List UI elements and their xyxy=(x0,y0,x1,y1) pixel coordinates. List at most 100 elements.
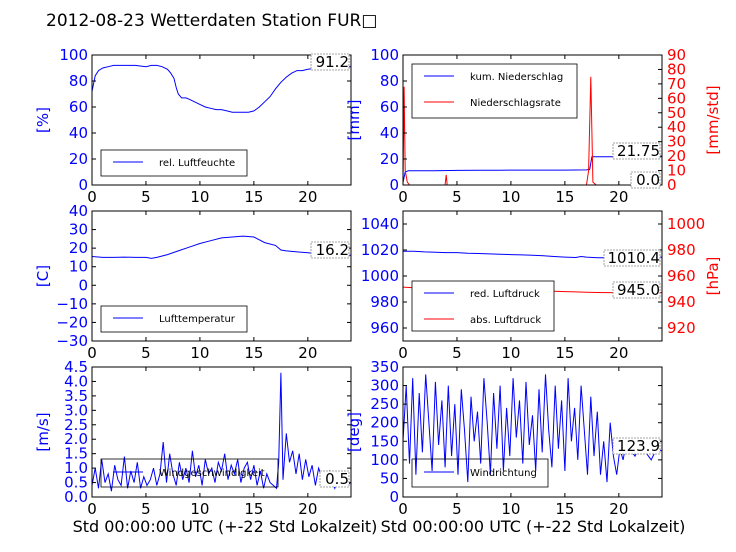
humidity-ytick-label: 100 xyxy=(59,46,88,64)
windspeed-ytick-label: 1.0 xyxy=(64,459,88,477)
panel-precip: 0 5 10 15 200204060801000102030405060708090[… xyxy=(345,46,722,206)
pressure-xtick-label: 15 xyxy=(555,344,574,362)
precip-ytick-label: 20 xyxy=(380,150,399,168)
humidity-ytick-label: 40 xyxy=(69,124,88,142)
pressure-legend-label-1: abs. Luftdruck xyxy=(470,315,541,326)
windspeed-xtick-label: 10 xyxy=(190,500,209,518)
winddir-ytick-label: 300 xyxy=(370,377,399,395)
windspeed-legend-box xyxy=(100,458,279,488)
precip-ytick2-label: 40 xyxy=(667,118,686,136)
windspeed-annotation-box xyxy=(319,470,350,488)
temperature-series-line-0 xyxy=(92,235,351,259)
pressure-legend-box xyxy=(411,280,555,332)
precip-xtick-label: 20 xyxy=(609,188,628,206)
pressure-ytick2-label: 940 xyxy=(667,293,696,311)
winddir-ytick-label: 50 xyxy=(380,469,399,487)
windspeed-ytick-label: 0.5 xyxy=(64,474,88,492)
humidity-annotation: 91.2 xyxy=(316,53,349,71)
winddir-xtick-label: 15 xyxy=(555,500,574,518)
pressure-legend-label-0: red. Luftdruck xyxy=(470,289,540,300)
precip-ytick2-label: 90 xyxy=(667,46,686,64)
windspeed-legend: Windgeschwindigkeit xyxy=(100,458,279,488)
panel-windspeed: 0 5 10 15 200.00.51.01.52.02.53.03.54.04.5[m… xyxy=(34,358,352,518)
temperature-xtick-label: 0 xyxy=(87,344,97,362)
precip-xtick-label: 15 xyxy=(555,188,574,206)
winddir-xtick-label: 10 xyxy=(501,500,520,518)
temperature-xtick-label: 15 xyxy=(244,344,263,362)
winddir-ytick-label: 100 xyxy=(370,451,399,469)
windspeed-frame xyxy=(91,366,352,498)
panel-pressure: 0 5 10 15 20 960 980 1000 1020 1040 920 940 960 980 10… xyxy=(361,210,722,362)
windspeed-annotation: 0.5 xyxy=(325,470,349,488)
precip-ytick2-label: 30 xyxy=(667,133,686,151)
humidity-frame xyxy=(91,54,352,186)
winddir-frame xyxy=(402,366,663,498)
pressure-xtick-label: 5 xyxy=(452,344,462,362)
winddir-ytick-label: 200 xyxy=(370,414,399,432)
temperature-ytick-label: 30 xyxy=(69,221,88,239)
precip-legend-box xyxy=(411,63,578,119)
humidity-xtick-label: 15 xyxy=(244,188,263,206)
precip-annotation-box xyxy=(612,142,661,160)
windspeed-ytick-label: 4.5 xyxy=(64,358,88,376)
precip-annotation: 21.75 xyxy=(617,142,660,160)
precip-ytick-label: 100 xyxy=(370,46,399,64)
precip-series-line-0 xyxy=(403,156,662,183)
temperature-xtick-label: 20 xyxy=(298,344,317,362)
winddir-xtick-label: 20 xyxy=(609,500,628,518)
precip-ytick2-label: 50 xyxy=(667,104,686,122)
winddir-legend-box xyxy=(411,458,549,488)
precip-xtick-label: 0 xyxy=(398,188,408,206)
pressure-ytick2-label: 960 xyxy=(667,267,696,285)
humidity-series-line-0 xyxy=(92,64,351,113)
temperature-xtick-label: 10 xyxy=(190,344,209,362)
precip-series2-line-0 xyxy=(403,76,662,185)
x-axis-label-left: Std 00:00:00 UTC (+-22 Std Lokalzeit) xyxy=(73,517,378,536)
temperature-ytick-label: 10 xyxy=(69,258,88,276)
precip-ytick2-label: 20 xyxy=(667,147,686,165)
temperature-legend-label-0: Lufttemperatur xyxy=(159,314,236,325)
humidity-ytick-label: 20 xyxy=(69,150,88,168)
pressure-ylabel2: [hPa] xyxy=(704,257,722,296)
precip-ytick-label: 0 xyxy=(389,176,399,194)
temperature-ytick-label: 0 xyxy=(78,276,88,294)
x-axis-label-right: Std 00:00:00 UTC (+-22 Std Lokalzeit) xyxy=(381,517,686,536)
precip-frame xyxy=(402,54,663,186)
precip-ytick-label: 80 xyxy=(380,72,399,90)
winddir-ytick-label: 0 xyxy=(389,488,399,506)
pressure-ytick2-label: 980 xyxy=(667,241,696,259)
humidity-legend-box xyxy=(100,149,248,177)
panel-temperature: 0 5 10 15 20−30−20−10010203040[C]16.2Lufttem… xyxy=(34,202,352,362)
winddir-series-line-0 xyxy=(403,374,662,483)
temperature-ytick-label: −10 xyxy=(56,295,88,313)
humidity-legend-label-0: rel. Luftfeuchte xyxy=(159,158,235,169)
temperature-xtick-label: 5 xyxy=(141,344,151,362)
precip-legend: kum. Niederschlag Niederschlagsrate xyxy=(411,63,578,119)
windspeed-ytick-label: 0.0 xyxy=(64,488,88,506)
pressure-ytick-label: 1000 xyxy=(361,267,399,285)
precip-annotation2: 0.0 xyxy=(636,171,660,189)
precip-xtick-label: 10 xyxy=(501,188,520,206)
temperature-ytick-label: 20 xyxy=(69,239,88,257)
windspeed-ytick-label: 2.5 xyxy=(64,416,88,434)
humidity-annotation-box xyxy=(310,53,350,71)
pressure-xtick-label: 20 xyxy=(609,344,628,362)
winddir-annotation: 123.9 xyxy=(617,437,660,455)
winddir-annotation-box xyxy=(612,437,661,455)
pressure-annotation: 1010.4 xyxy=(608,249,661,267)
precip-ytick2-label: 80 xyxy=(667,60,686,78)
precip-xtick-label: 5 xyxy=(452,188,462,206)
winddir-ytick-label: 250 xyxy=(370,395,399,413)
precip-ytick2-label: 10 xyxy=(667,162,686,180)
humidity-xtick-label: 5 xyxy=(141,188,151,206)
pressure-annotation2: 945.0 xyxy=(617,281,660,299)
precip-ytick2-label: 70 xyxy=(667,75,686,93)
pressure-ytick2-label: 1000 xyxy=(667,215,705,233)
pressure-annotation-box xyxy=(603,249,661,267)
precip-legend-label-1: Niederschlagsrate xyxy=(470,98,561,109)
temperature-annotation-box xyxy=(310,241,350,259)
humidity-xtick-label: 20 xyxy=(298,188,317,206)
temperature-ytick-label: 40 xyxy=(69,202,88,220)
